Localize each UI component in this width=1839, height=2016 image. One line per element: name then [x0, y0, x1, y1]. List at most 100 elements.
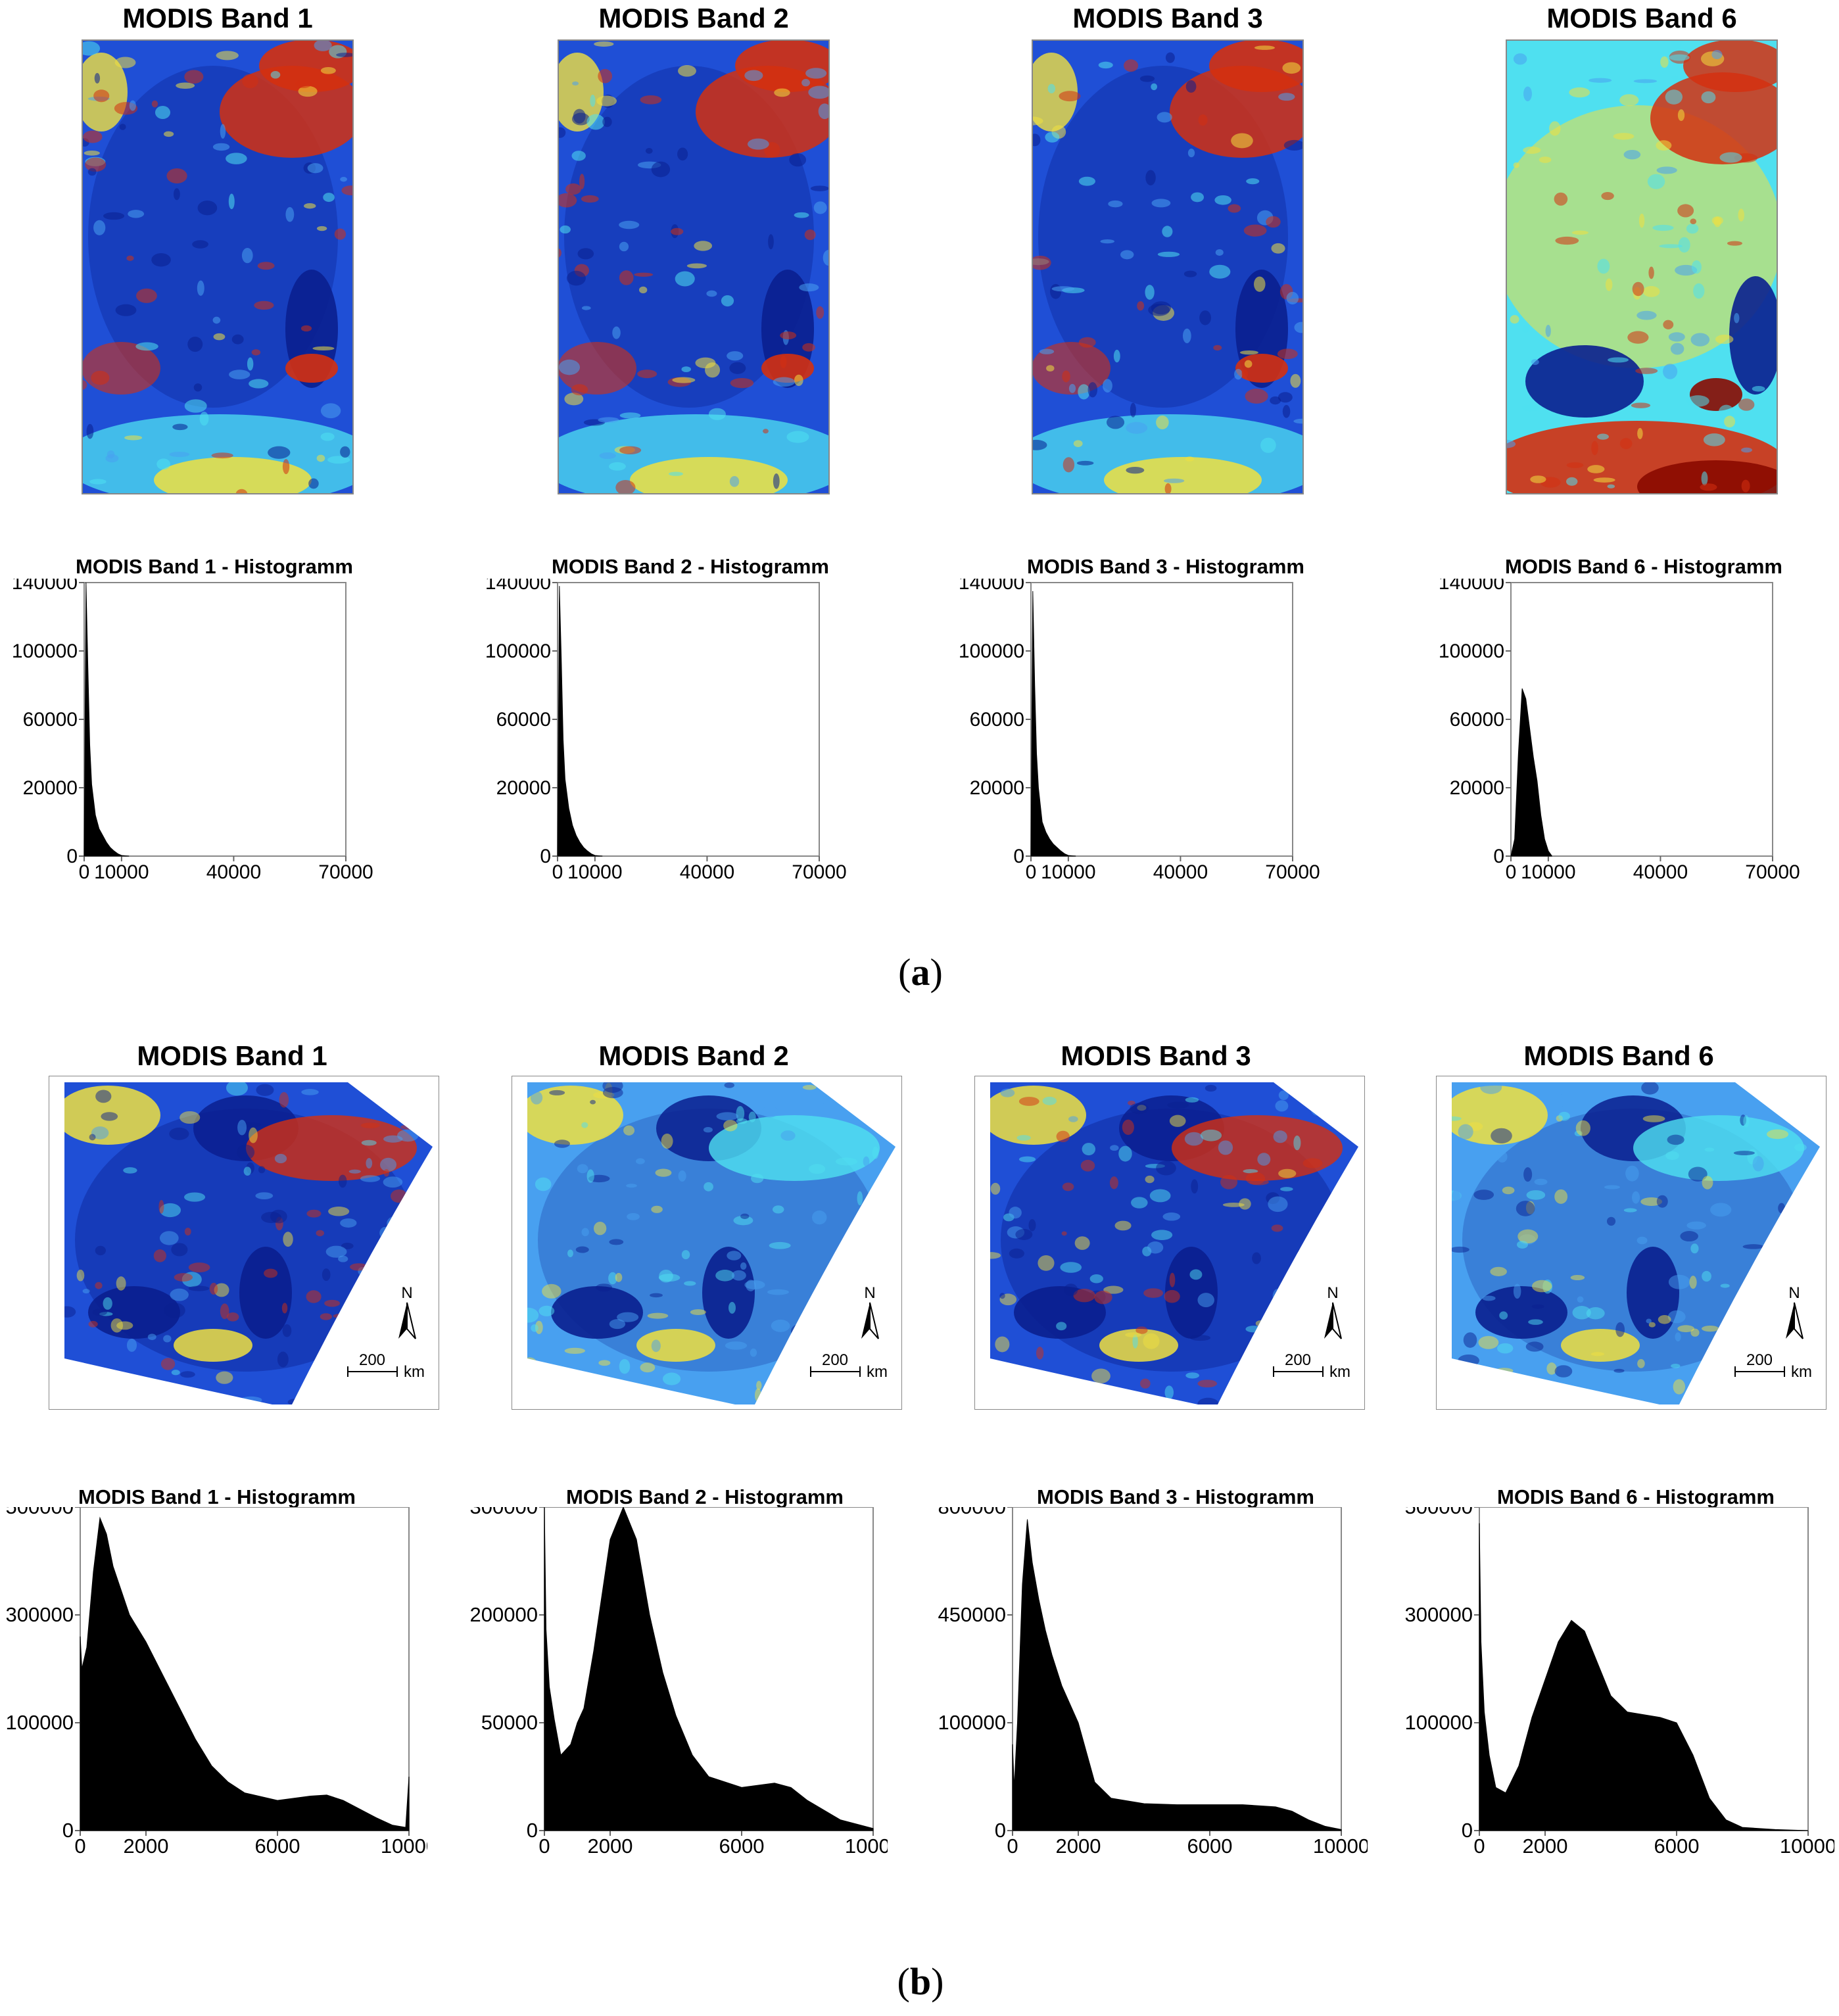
- scale-unit: km: [404, 1363, 425, 1381]
- y-tick-label: 100000: [959, 640, 1024, 662]
- map-title-b4: MODIS Band 6: [1523, 1040, 1714, 1071]
- map-title-b2: MODIS Band 2: [598, 1040, 789, 1071]
- x-tick-label: 6000: [719, 1835, 765, 1858]
- y-tick-label: 20000: [1450, 777, 1504, 799]
- scale-value: 200: [1285, 1351, 1311, 1369]
- y-tick-label: 20000: [496, 777, 551, 799]
- x-tick-label: 0: [1007, 1835, 1018, 1858]
- x-tick-label: 40000: [1633, 861, 1688, 883]
- x-tick-label: 0: [1473, 1835, 1485, 1858]
- histogram-bars: [1030, 590, 1076, 857]
- x-tick-label: 10000: [567, 861, 622, 883]
- histogram-bars: [544, 1507, 874, 1831]
- y-tick-label: 140000: [1439, 579, 1504, 594]
- y-tick-label: 60000: [1450, 709, 1504, 731]
- y-tick-label: 0: [527, 1819, 538, 1842]
- x-tick-label: 0: [1026, 861, 1037, 883]
- y-tick-label: 140000: [485, 579, 551, 594]
- map-title-b3: MODIS Band 3: [1061, 1040, 1251, 1071]
- hist-title-b2: MODIS Band 2 - Histogramm: [566, 1485, 844, 1508]
- north-arrow-icon: [1786, 1302, 1803, 1339]
- x-tick-label: 2000: [1523, 1835, 1568, 1858]
- x-tick-label: 2000: [1056, 1835, 1101, 1858]
- x-tick-label: 0: [538, 1835, 550, 1858]
- hist-title-b3: MODIS Band 3 - Histogramm: [1037, 1485, 1314, 1508]
- satellite-image-b1: N 200 km: [49, 1076, 439, 1410]
- x-tick-label: 40000: [1153, 861, 1208, 883]
- x-tick-label: 70000: [792, 861, 846, 883]
- satellite-image-a4: [1506, 39, 1778, 494]
- satellite-image-a2: [558, 39, 830, 494]
- histogram-bars: [1510, 688, 1552, 857]
- y-tick-label: 0: [1013, 846, 1024, 867]
- satellite-image-b4: N 200 km: [1436, 1076, 1827, 1410]
- scale-unit: km: [1329, 1363, 1350, 1381]
- y-tick-label: 20000: [970, 777, 1024, 799]
- north-label: N: [1327, 1284, 1338, 1302]
- north-arrow-icon: [398, 1302, 416, 1339]
- satellite-image-a3: [1032, 39, 1304, 494]
- x-tick-label: 2000: [588, 1835, 633, 1858]
- satellite-image-a1: [82, 39, 354, 494]
- y-tick-label: 300000: [1405, 1603, 1473, 1626]
- x-tick-label: 0: [74, 1835, 85, 1858]
- y-tick-label: 0: [995, 1819, 1006, 1842]
- x-tick-label: 6000: [1654, 1835, 1700, 1858]
- north-label: N: [1788, 1284, 1800, 1302]
- scale-value: 200: [822, 1351, 848, 1369]
- plot-frame: [557, 582, 820, 857]
- y-tick-label: 60000: [496, 709, 551, 731]
- y-tick-label: 800000: [938, 1507, 1006, 1518]
- x-tick-label: 10000: [1780, 1835, 1834, 1858]
- scale-bar: [1273, 1366, 1324, 1377]
- scale-bar: [810, 1366, 861, 1377]
- satellite-image-b2: N 200 km: [512, 1076, 902, 1410]
- y-tick-label: 50000: [481, 1711, 538, 1734]
- x-tick-label: 10000: [381, 1835, 427, 1858]
- x-tick-label: 10000: [845, 1835, 888, 1858]
- x-tick-label: 70000: [1265, 861, 1320, 883]
- x-tick-label: 40000: [206, 861, 261, 883]
- x-tick-label: 70000: [1745, 861, 1800, 883]
- north-arrow-icon: [1324, 1302, 1342, 1339]
- x-tick-label: 40000: [680, 861, 734, 883]
- scale-value: 200: [359, 1351, 385, 1369]
- y-tick-label: 100000: [938, 1711, 1006, 1734]
- x-tick-label: 0: [1506, 861, 1517, 883]
- y-tick-label: 100000: [1405, 1711, 1473, 1734]
- y-tick-label: 0: [66, 846, 78, 867]
- histogram-b2: 0 50000 200000 300000 0 2000 6000 10000: [470, 1507, 888, 1858]
- x-tick-label: 10000: [94, 861, 149, 883]
- hist-title-a1: MODIS Band 1 - Histogramm: [76, 555, 353, 578]
- satellite-image-b3: N 200 km: [974, 1076, 1365, 1410]
- histogram-bars: [557, 586, 603, 857]
- y-tick-label: 0: [62, 1819, 74, 1842]
- map-title-a2: MODIS Band 2: [598, 3, 789, 34]
- x-tick-label: 6000: [1187, 1835, 1233, 1858]
- x-tick-label: 0: [552, 861, 563, 883]
- x-tick-label: 10000: [1041, 861, 1095, 883]
- y-tick-label: 0: [540, 846, 551, 867]
- hist-title-b4: MODIS Band 6 - Histogramm: [1497, 1485, 1775, 1508]
- map-title-a3: MODIS Band 3: [1072, 3, 1263, 34]
- y-tick-label: 100000: [1439, 640, 1504, 662]
- x-tick-label: 10000: [1313, 1835, 1368, 1858]
- histogram-b3: 0 100000 450000 800000 0 2000 6000 10000: [938, 1507, 1368, 1858]
- north-label: N: [401, 1284, 412, 1302]
- x-tick-label: 2000: [124, 1835, 169, 1858]
- panel-label-b: (b): [897, 1960, 944, 2003]
- scale-bar: [1734, 1366, 1785, 1377]
- y-tick-label: 0: [1462, 1819, 1473, 1842]
- map-title-b1: MODIS Band 1: [137, 1040, 327, 1071]
- hist-title-a2: MODIS Band 2 - Histogramm: [552, 555, 829, 578]
- hist-title-a4: MODIS Band 6 - Histogramm: [1505, 555, 1782, 578]
- y-tick-label: 20000: [23, 777, 78, 799]
- y-tick-label: 140000: [959, 579, 1024, 594]
- histogram-bars: [80, 1516, 410, 1831]
- map-title-a4: MODIS Band 6: [1546, 3, 1737, 34]
